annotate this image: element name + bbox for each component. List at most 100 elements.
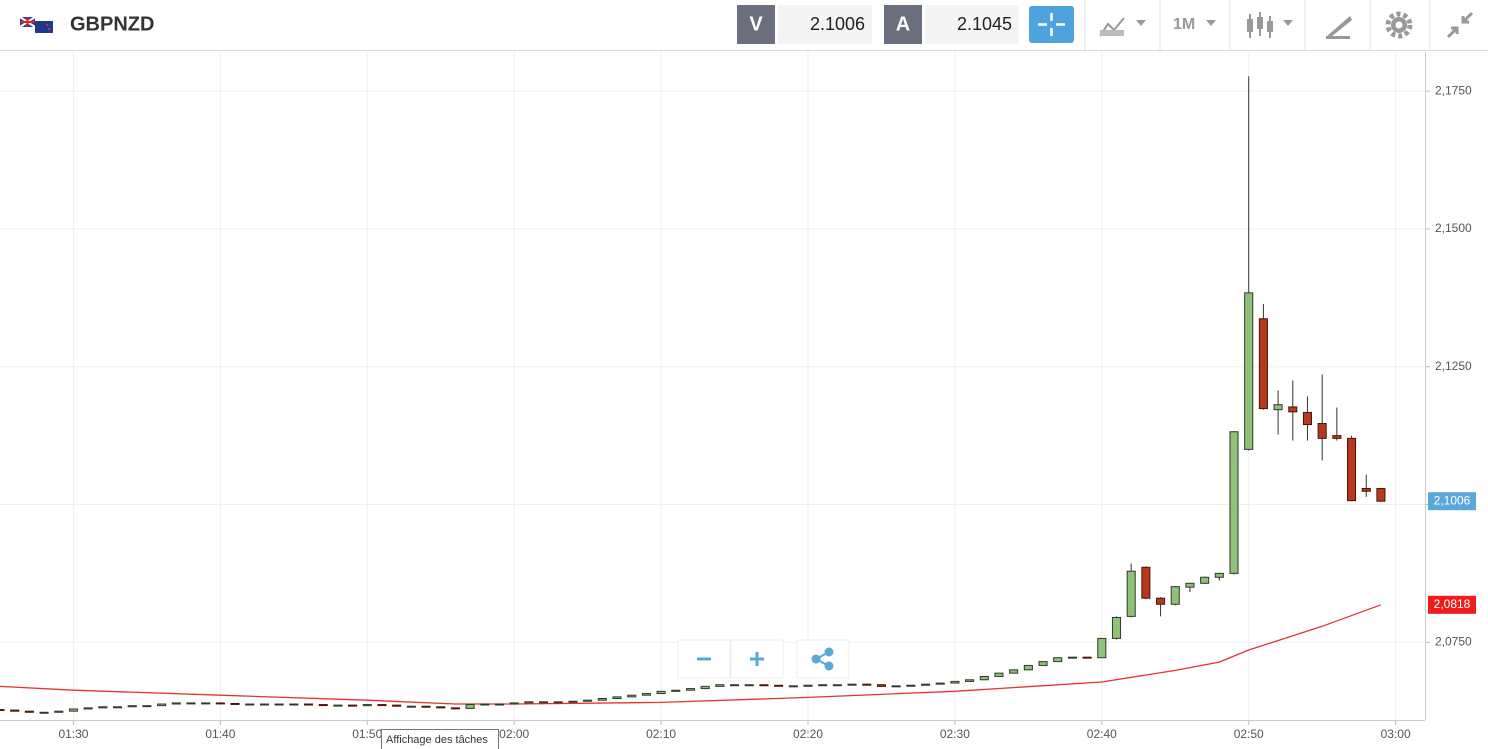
- bid-box[interactable]: [778, 5, 872, 44]
- candle-body: [333, 704, 343, 707]
- candle-body: [10, 709, 20, 712]
- y-tick-label: 2,1500: [1435, 221, 1472, 235]
- candle-body: [774, 684, 784, 687]
- candle-body: [186, 702, 196, 705]
- candle-body: [1302, 411, 1313, 426]
- price-badge-label: 2,1006: [1434, 493, 1471, 507]
- candle-body: [597, 698, 607, 701]
- candle-body: [891, 685, 901, 688]
- candle-body: [906, 684, 916, 687]
- candle-body: [1273, 404, 1283, 411]
- tooltip-box: [381, 729, 499, 749]
- candles-button[interactable]: [1247, 12, 1293, 38]
- plus-icon: [750, 652, 764, 666]
- candle-body: [950, 680, 960, 684]
- candle-body: [0, 709, 5, 712]
- candle-body: [700, 685, 710, 690]
- y-tick-label: 2,1750: [1435, 83, 1472, 97]
- x-tick-label: 02:50: [1234, 727, 1264, 741]
- candle-body: [847, 683, 857, 686]
- x-tick-label: 02:10: [646, 727, 676, 741]
- candle-body: [656, 690, 666, 695]
- timeframe-button[interactable]: 1M: [1173, 16, 1216, 33]
- draw-button[interactable]: [1326, 16, 1352, 39]
- candle-body: [803, 684, 813, 687]
- candle-body: [1317, 422, 1327, 439]
- x-tick-label: 03:00: [1381, 727, 1411, 741]
- candle-body: [1111, 616, 1122, 639]
- candle-body: [553, 701, 563, 704]
- candle-body: [1023, 664, 1033, 671]
- candle-body: [68, 708, 78, 712]
- chart-type-button[interactable]: [1099, 17, 1146, 37]
- price-badge: [1428, 492, 1476, 511]
- candle-body: [612, 696, 622, 700]
- candle-body: [1229, 431, 1239, 574]
- candle-body: [112, 706, 123, 709]
- separators: [1084, 0, 1431, 50]
- flag-icon: [19, 16, 53, 33]
- candle-body: [24, 710, 34, 713]
- crosshair-button[interactable]: [1029, 6, 1074, 43]
- candle-body: [1053, 657, 1063, 663]
- candle-body: [729, 684, 740, 687]
- candle-body: [230, 702, 240, 705]
- candle-body: [788, 685, 798, 688]
- tooltip-text: Affichage des tâches: [386, 734, 488, 746]
- candle-body: [1347, 437, 1357, 502]
- candle-body: [818, 684, 828, 687]
- candle-body: [1361, 488, 1371, 492]
- candle-body: [862, 683, 872, 686]
- symbol: GBPNZD: [70, 13, 154, 35]
- timeframe: 1M: [1173, 16, 1195, 33]
- candle-body: [1258, 318, 1268, 410]
- candle-body: [465, 704, 475, 709]
- candle-body: [450, 707, 460, 710]
- candle-body: [876, 684, 886, 687]
- candle-body: [1038, 661, 1048, 666]
- candle-body: [157, 703, 167, 707]
- candle-body: [1244, 292, 1254, 450]
- zoom-in[interactable]: [730, 639, 784, 679]
- ask-box[interactable]: [925, 5, 1019, 44]
- candle-body: [348, 704, 358, 707]
- toolbar: GBPNZD V 2.1006 A 2.1045 1M: [0, 0, 1488, 51]
- settings-button[interactable]: [1385, 11, 1413, 39]
- candle-body: [377, 704, 387, 707]
- x-tick-label: 01:30: [58, 727, 88, 741]
- x-tick-label: 01:50: [352, 727, 382, 741]
- candle-body: [524, 701, 534, 704]
- candle-body: [539, 701, 549, 704]
- candle-body: [1097, 637, 1107, 659]
- y-tick-label: 2,1250: [1435, 359, 1472, 373]
- candle-body: [98, 706, 108, 709]
- share[interactable]: [796, 639, 850, 679]
- y-tick-label: 2,0750: [1435, 634, 1472, 648]
- candle-body: [303, 703, 314, 706]
- candle-body: [392, 704, 402, 707]
- candle-body: [1009, 669, 1019, 674]
- candle-body: [1376, 488, 1386, 502]
- candle-body: [832, 684, 842, 687]
- candle-body: [1200, 576, 1210, 584]
- candle-body: [215, 702, 225, 705]
- collapse-button[interactable]: [1446, 11, 1474, 39]
- candle-body: [142, 705, 152, 708]
- ask-badge: [884, 5, 922, 44]
- candle-body: [245, 703, 255, 706]
- candle-body: [274, 703, 284, 706]
- candle-body: [201, 702, 211, 705]
- price-badge-label: 2,0818: [1434, 597, 1471, 611]
- candle-body: [994, 672, 1004, 677]
- candle-body: [685, 688, 696, 691]
- bid-price: 2.1006: [810, 14, 865, 34]
- candle-body: [509, 702, 519, 705]
- candle-body: [965, 679, 975, 682]
- plot: 2,07502,10002,12502,15002,175001:3001:40…: [0, 52, 1476, 741]
- candle-body: [1141, 566, 1151, 599]
- bid-badge: [737, 5, 775, 44]
- candle-body: [1126, 570, 1136, 617]
- x-tick-label: 02:30: [940, 727, 970, 741]
